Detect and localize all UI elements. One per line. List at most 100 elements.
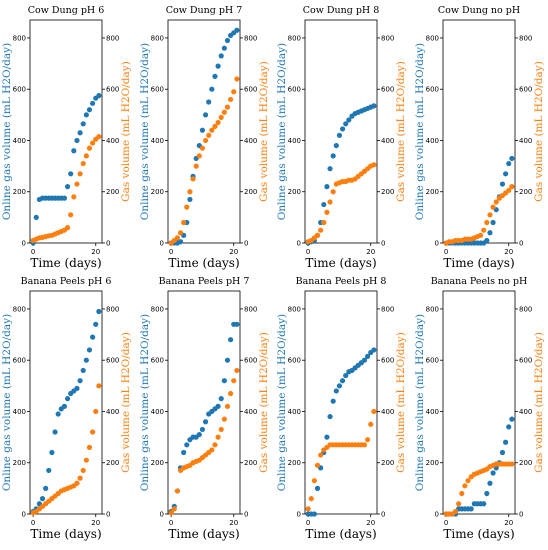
- series-gas: [443, 461, 515, 517]
- y-tick-label-right: 0: [244, 240, 248, 248]
- series-online: [305, 103, 377, 246]
- online-point: [39, 496, 46, 502]
- x-tick-label: 20: [229, 248, 238, 256]
- gas-point: [361, 442, 368, 448]
- panel-title: Banana Peels pH 6: [21, 276, 112, 287]
- online-point: [346, 117, 352, 123]
- x-axis-label: Time (days): [30, 527, 101, 541]
- gas-point: [224, 403, 231, 409]
- online-point: [487, 230, 493, 236]
- y-axis-label-left: Online gas volume (mL H2O/day): [276, 314, 288, 491]
- y-tick-label-right: 600: [381, 357, 394, 365]
- y-axis-label-right: Gas volume (mL H2O/day): [258, 61, 270, 202]
- online-point: [86, 347, 93, 353]
- y-tick-label-right: 200: [244, 188, 257, 196]
- gas-point: [371, 408, 377, 415]
- gas-point: [308, 496, 314, 502]
- panel-1: Cow Dung pH 6 0 200 400 600 800 0 200 400 600 800 0…: [1, 5, 132, 270]
- y-tick-label-right: 800: [519, 34, 532, 42]
- plot-frame: [442, 290, 516, 515]
- gas-point: [490, 204, 496, 210]
- gas-point: [228, 390, 234, 397]
- y-axis-label-right: Gas volume (mL H2O/day): [120, 332, 132, 473]
- y-tick-label-right: 200: [519, 188, 532, 196]
- gas-point: [477, 232, 484, 238]
- gas-point: [93, 408, 99, 415]
- series-gas: [305, 408, 377, 512]
- online-point: [33, 214, 39, 220]
- gas-point: [68, 212, 74, 218]
- y-tick-label-left: 400: [151, 408, 164, 416]
- y-tick-label-right: 800: [519, 305, 532, 313]
- online-point: [74, 385, 80, 392]
- online-point: [371, 103, 377, 109]
- online-point: [218, 53, 224, 59]
- online-point: [202, 419, 209, 425]
- y-tick-label-left: 400: [426, 137, 439, 145]
- online-point: [218, 396, 224, 402]
- gas-point: [80, 467, 86, 474]
- gas-point: [71, 194, 77, 200]
- online-point: [83, 112, 89, 118]
- y-tick-label-left: 600: [13, 86, 26, 94]
- gas-point: [184, 204, 190, 210]
- panel-7: Banana Peels pH 802004006008000200400600…: [276, 276, 407, 541]
- y-tick-label-left: 200: [13, 188, 26, 196]
- online-point: [327, 166, 333, 172]
- gas-point: [509, 184, 515, 190]
- online-point: [196, 431, 202, 438]
- y-tick-label-right: 0: [106, 240, 110, 248]
- online-point: [234, 27, 240, 33]
- x-axis-label: Time (days): [443, 256, 514, 270]
- y-tick-label-left: 400: [13, 408, 26, 416]
- online-point: [361, 357, 368, 363]
- y-tick-label-left: 800: [426, 305, 439, 313]
- online-point: [228, 337, 234, 343]
- online-point: [90, 334, 96, 340]
- online-point: [52, 429, 58, 435]
- x-tick-label: 20: [504, 248, 513, 256]
- y-tick-label-right: 800: [244, 305, 257, 313]
- gas-point: [174, 488, 180, 494]
- y-tick-label-right: 800: [106, 34, 119, 42]
- gas-point: [318, 452, 324, 458]
- y-tick-label-left: 800: [151, 34, 164, 42]
- y-axis-label-right: Gas volume (mL H2O/day): [120, 61, 132, 202]
- panel-title: Banana Peels pH 7: [159, 276, 250, 287]
- online-point: [202, 112, 209, 118]
- y-tick-label-right: 0: [381, 511, 385, 519]
- y-axis-label-right: Gas volume (mL H2O/day): [533, 61, 545, 202]
- online-point: [503, 439, 509, 445]
- panel-title: Banana Peels pH 8: [296, 276, 387, 287]
- gas-point: [506, 187, 512, 194]
- online-point: [499, 449, 506, 456]
- online-point: [224, 357, 231, 363]
- gas-point: [215, 434, 221, 440]
- online-point: [90, 100, 96, 106]
- y-tick-label-right: 400: [244, 408, 257, 416]
- gas-point: [459, 490, 465, 497]
- panel-3: Cow Dung pH 8 0 200 400 600 800 0 200 400 600 800 0…: [276, 5, 407, 270]
- gas-point: [218, 426, 224, 433]
- gas-point: [365, 437, 371, 443]
- gas-point: [177, 230, 184, 236]
- series-gas: [305, 162, 377, 245]
- gas-point: [96, 134, 102, 140]
- online-point: [324, 434, 330, 440]
- online-point: [74, 137, 80, 144]
- y-tick-label-left: 600: [288, 86, 301, 94]
- online-point: [365, 353, 371, 359]
- online-point: [61, 403, 68, 409]
- online-point: [234, 321, 240, 327]
- gas-point: [199, 145, 206, 151]
- gas-point: [481, 227, 487, 233]
- x-tick-label: 0: [169, 248, 173, 256]
- online-point: [481, 501, 487, 507]
- y-tick-label-right: 600: [381, 86, 394, 94]
- gas-point: [314, 232, 321, 238]
- gas-point: [196, 153, 202, 159]
- y-tick-label-left: 0: [435, 511, 439, 519]
- gas-point: [493, 199, 499, 205]
- y-tick-label-right: 400: [244, 137, 257, 145]
- online-point: [336, 132, 343, 138]
